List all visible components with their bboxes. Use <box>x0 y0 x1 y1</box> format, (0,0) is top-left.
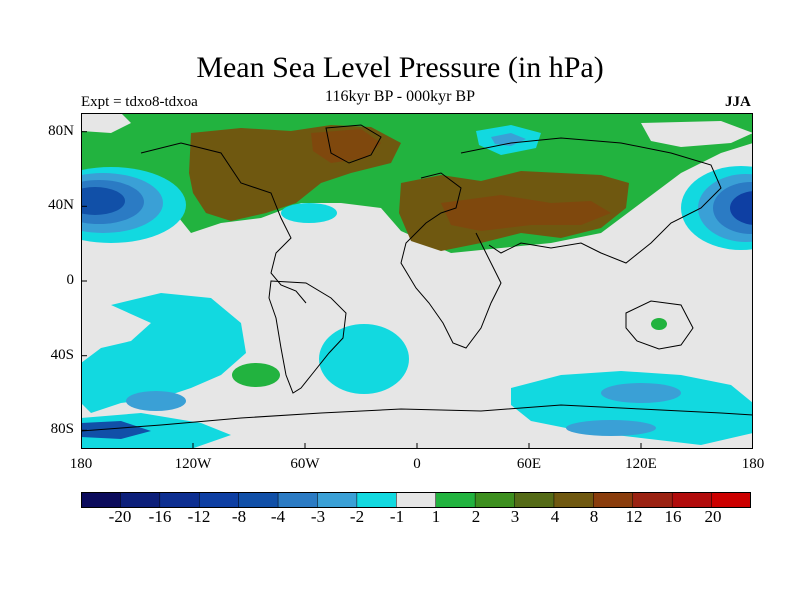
coastlines <box>81 124 753 432</box>
coast-antarctica <box>81 404 753 432</box>
experiment-label: Expt = tdxo8-tdxoa <box>81 94 198 110</box>
colorbar-label: -12 <box>187 507 211 526</box>
australia-high <box>651 318 667 330</box>
colorbar-cell <box>671 492 713 508</box>
lon-label-120e: 120E <box>625 456 657 472</box>
colorbar-cell <box>396 492 437 508</box>
colorbar-label: -4 <box>270 507 286 526</box>
colorbar-cell <box>514 492 555 508</box>
north-pacific-low-west <box>81 167 186 243</box>
colorbar-cell <box>277 492 319 508</box>
colorbar-cell <box>553 492 595 508</box>
colorbar-label: -16 <box>148 507 172 526</box>
coast-north-america <box>140 142 307 304</box>
coast-europe-africa <box>400 172 502 349</box>
antarctic-low-core <box>81 421 151 439</box>
eurasia-darker-core <box>441 195 611 231</box>
atlantic-low <box>281 203 337 223</box>
south-atlantic-high <box>232 363 280 387</box>
colorbar-cell <box>238 492 279 508</box>
lat-label-80n: 80N <box>48 123 74 139</box>
colorbar-cell <box>356 492 398 508</box>
southeast-pacific-low <box>319 324 409 394</box>
coast-asia <box>460 137 722 264</box>
lon-label-60w: 60W <box>290 456 320 472</box>
lon-label-180e: 180 <box>741 456 765 472</box>
colorbar-frame <box>81 492 751 508</box>
colorbar-cell <box>632 492 673 508</box>
colorbar <box>81 492 751 508</box>
lat-label-40s: 40S <box>50 347 74 363</box>
colorbar-label: -8 <box>231 507 247 526</box>
colorbar-cell <box>159 492 200 508</box>
coast-south-america <box>268 280 347 394</box>
arctic-white-patch-west <box>81 113 131 133</box>
colorbar-label: 3 <box>510 507 520 526</box>
lon-label-0: 0 <box>413 456 421 472</box>
coast-greenland <box>325 124 382 164</box>
season-label: JJA <box>725 94 751 110</box>
colorbar-label: 1 <box>431 507 441 526</box>
lat-label-0: 0 <box>66 272 75 288</box>
colorbar-label: 8 <box>589 507 599 526</box>
pressure-map <box>81 113 753 449</box>
colorbar-cell <box>593 492 634 508</box>
colorbar-label: -20 <box>108 507 132 526</box>
south-pacific-low-core <box>126 391 186 411</box>
colorbar-cells <box>81 492 751 508</box>
map-ticks <box>81 131 642 449</box>
greenland-core <box>311 129 381 163</box>
map-subtitle: 116kyr BP - 000kyr BP <box>325 88 475 105</box>
colorbar-label: 2 <box>471 507 481 526</box>
lat-label-80s: 80S <box>50 421 74 437</box>
south-pacific-low <box>81 293 246 413</box>
colorbar-cell <box>317 492 358 508</box>
colorbar-cell <box>711 492 751 508</box>
colorbar-cell <box>81 492 122 508</box>
colorbar-label: -1 <box>389 507 405 526</box>
colorbar-label: 20 <box>704 507 722 526</box>
colorbar-label: 16 <box>664 507 682 526</box>
lon-label-60e: 60E <box>516 456 542 472</box>
colorbar-cell <box>120 492 161 508</box>
colorbar-cell <box>198 492 240 508</box>
colorbar-cell <box>474 492 516 508</box>
lat-label-40n: 40N <box>48 197 74 213</box>
colorbar-label: 12 <box>625 507 643 526</box>
colorbar-cell <box>435 492 476 508</box>
lon-label-120w: 120W <box>174 456 212 472</box>
colorbar-label: -3 <box>310 507 326 526</box>
coast-australia <box>625 300 694 350</box>
southern-ocean-low-core <box>601 383 681 403</box>
lon-label-180w: 180 <box>69 456 93 472</box>
colorbar-label: 4 <box>550 507 560 526</box>
north-pacific-low-east <box>681 166 753 250</box>
arctic-white-patch <box>641 121 753 147</box>
colorbar-label: -2 <box>349 507 365 526</box>
southern-ocean-low-core-2 <box>566 420 656 436</box>
map-title: Mean Sea Level Pressure (in hPa) <box>196 51 604 84</box>
